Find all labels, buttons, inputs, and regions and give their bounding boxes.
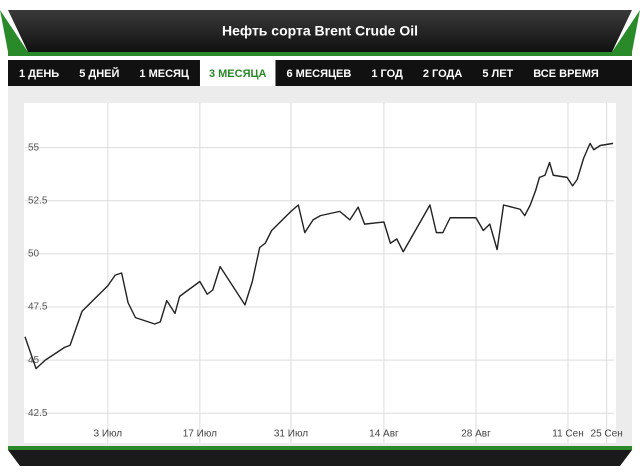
header-edge: [0, 10, 28, 52]
y-tick-label: 55: [28, 142, 40, 153]
header-bar: [8, 10, 632, 52]
x-tick-label: 11 Сен: [552, 429, 583, 440]
y-tick-label: 50: [28, 249, 40, 260]
tabs: 1 ДЕНЬ 5 ДНЕЙ 1 МЕСЯЦ 3 МЕСЯЦА 6 МЕСЯЦЕВ 1 ГО…: [19, 60, 599, 86]
footer-stripe: [8, 446, 632, 450]
tab-bar: [8, 60, 632, 86]
x-tick-label: 28 Авг: [461, 429, 491, 440]
tab-label[interactable]: 1 ГОД: [371, 68, 403, 80]
footer-bar: [8, 450, 632, 466]
y-tick-label: 47.5: [28, 302, 48, 313]
tab-label[interactable]: 1 ДЕНЬ: [19, 68, 59, 80]
tab-label[interactable]: 5 ЛЕТ: [482, 68, 513, 80]
x-tick-label: 25 Сен: [591, 429, 623, 440]
header-edge: [612, 10, 640, 52]
header-title: Нефть сорта Brent Crude Oil: [222, 23, 418, 39]
x-tick-label: 17 Июл: [183, 429, 217, 440]
header-stripe: [8, 52, 632, 56]
price-line: [24, 142, 614, 370]
tab-label[interactable]: 6 МЕСЯЦЕВ: [286, 68, 351, 80]
tab-label[interactable]: 1 МЕСЯЦ: [139, 68, 189, 80]
plot-area: [24, 103, 616, 443]
x-tick-label: 31 Июл: [274, 429, 308, 440]
tab-label[interactable]: 5 ДНЕЙ: [79, 67, 119, 80]
tab-label[interactable]: ВСЕ ВРЕМЯ: [533, 68, 599, 80]
y-tick-label: 52.5: [28, 195, 48, 206]
x-tick-label: 3 Июл: [94, 429, 123, 440]
x-tick-label: 14 Авг: [369, 429, 399, 440]
tab-active[interactable]: [199, 60, 276, 86]
tab-label[interactable]: 3 МЕСЯЦА: [209, 68, 267, 80]
tab-label[interactable]: 2 ГОДА: [423, 68, 463, 80]
y-tick-label: 42.5: [28, 408, 48, 419]
